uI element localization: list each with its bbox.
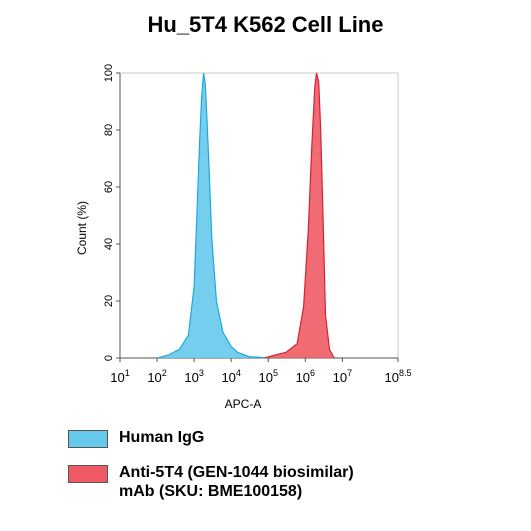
legend-swatch-anti-5t4 (68, 465, 108, 483)
x-axis-label: APC-A (225, 397, 262, 411)
x-tick-label: 106 (296, 368, 315, 385)
tick-labels: 0 20 40 60 80 100 101 102 103 104 105 106 107 108.5 (103, 64, 411, 385)
legend-swatch-human-igg (68, 430, 108, 448)
legend-label: Human IgG (119, 428, 204, 447)
x-tick-label: 107 (333, 368, 352, 385)
x-tick-label: 108.5 (385, 368, 412, 385)
y-tick-label: 80 (103, 124, 115, 136)
chart-title: Hu_5T4 K562 Cell Line (147, 12, 384, 37)
histogram-plot: 0 20 40 60 80 100 101 102 103 104 105 106 107 108.5 A… (75, 64, 411, 411)
series-line-0 (156, 72, 269, 359)
axes (119, 72, 399, 359)
x-tick-label: 104 (221, 368, 240, 385)
legend-item-anti-5t4: Anti-5T4 (GEN-1044 biosimilar) mAb (SKU:… (68, 463, 354, 501)
legend-label-line: Anti-5T4 (GEN-1044 biosimilar) (119, 464, 354, 481)
legend-label-line: mAb (SKU: BME100158) (119, 483, 303, 500)
x-tick-label: 105 (259, 368, 278, 385)
plot-frame (119, 72, 399, 359)
legend-label-line: Human IgG (119, 429, 205, 446)
series-area-1 (264, 73, 335, 358)
series-area-0 (157, 73, 269, 358)
legend-item-human-igg: Human IgG (68, 428, 204, 448)
y-axis-label: Count (%) (75, 201, 89, 255)
y-tick-label: 20 (103, 295, 115, 307)
y-tick-label: 0 (103, 355, 115, 361)
series-layer (156, 72, 335, 359)
y-tick-label: 100 (103, 64, 115, 82)
y-tick-label: 60 (103, 181, 115, 193)
legend-label: Anti-5T4 (GEN-1044 biosimilar) mAb (SKU:… (119, 463, 354, 501)
y-tick-label: 40 (103, 238, 115, 250)
x-tick-label: 101 (110, 368, 129, 385)
x-tick-label: 102 (147, 368, 166, 385)
series-line-1 (264, 72, 335, 359)
x-tick-label: 103 (184, 368, 203, 385)
